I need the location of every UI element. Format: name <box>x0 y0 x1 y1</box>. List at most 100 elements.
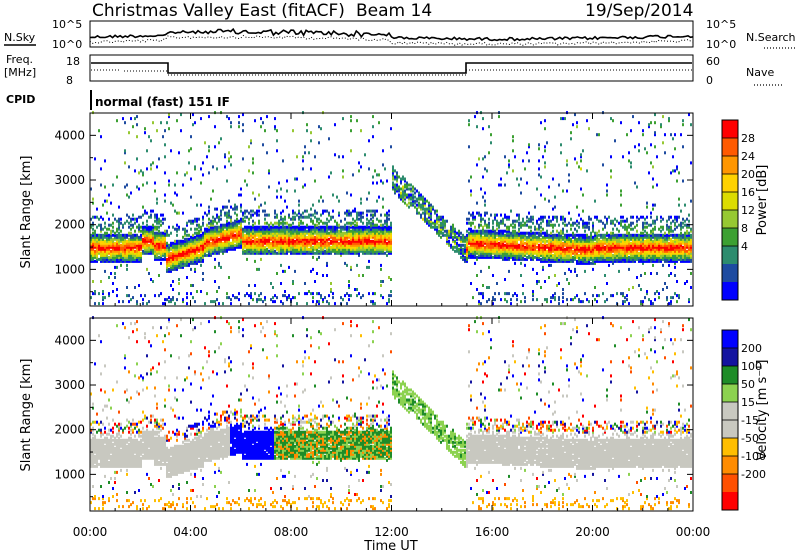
power-cell <box>576 243 578 247</box>
power-cell <box>612 235 614 239</box>
power-cell <box>234 205 236 209</box>
power-cell <box>252 227 254 231</box>
power-cell <box>258 241 260 245</box>
power-cell <box>256 243 258 247</box>
power-cell <box>322 233 324 237</box>
power-cell <box>200 229 202 233</box>
power-cell <box>606 243 608 247</box>
power-cell <box>516 257 518 261</box>
power-cell <box>252 235 254 239</box>
power-cell <box>402 187 404 191</box>
power-cell <box>256 298 258 302</box>
power-cell <box>516 235 518 239</box>
power-cell <box>424 213 426 217</box>
power-cell <box>282 241 284 245</box>
power-cell <box>474 237 476 241</box>
power-cell <box>296 237 298 241</box>
power-cell <box>506 171 508 175</box>
power-cell <box>106 239 108 243</box>
power-cell <box>200 203 202 207</box>
power-cell <box>158 243 160 247</box>
power-cell <box>176 245 178 249</box>
power-cell <box>358 292 360 296</box>
power-cell <box>560 247 562 251</box>
power-cell <box>138 227 140 231</box>
power-cell <box>226 215 228 219</box>
power-cell <box>316 245 318 249</box>
power-cell <box>532 237 534 241</box>
power-cell <box>162 241 164 245</box>
power-cell <box>580 243 582 247</box>
power-cell <box>216 247 218 251</box>
power-cell <box>214 237 216 241</box>
power-cell <box>142 205 144 209</box>
power-cell <box>514 251 516 255</box>
power-cell <box>420 203 422 207</box>
power-cell <box>214 247 216 251</box>
power-cell <box>92 223 94 227</box>
power-cell <box>130 245 132 249</box>
power-cell <box>208 237 210 241</box>
power-cell <box>92 233 94 237</box>
power-cell <box>248 245 250 249</box>
power-cell <box>366 249 368 253</box>
power-cell <box>228 157 230 161</box>
power-cell <box>312 300 314 304</box>
power-cell <box>160 251 162 255</box>
power-cell <box>496 223 498 227</box>
power-cell <box>562 288 564 291</box>
power-cell <box>288 227 290 231</box>
power-cell <box>458 235 460 239</box>
power-cell <box>338 241 340 245</box>
power-cell <box>480 269 482 273</box>
power-cell <box>528 237 530 241</box>
power-cell <box>376 173 378 177</box>
power-cell <box>494 243 496 247</box>
power-cell <box>252 245 254 249</box>
power-cell <box>602 257 604 261</box>
power-cell <box>486 249 488 253</box>
power-cell <box>570 239 572 243</box>
power-cell <box>184 233 186 237</box>
power-cell <box>124 233 126 237</box>
power-cell <box>514 255 516 259</box>
power-cell <box>378 233 380 237</box>
power-cell <box>350 233 352 237</box>
power-cell <box>616 233 618 237</box>
power-cell <box>202 217 204 221</box>
power-cell <box>610 294 612 298</box>
power-cell <box>544 233 546 237</box>
power-cell <box>254 241 256 245</box>
power-cell <box>448 231 450 235</box>
power-cell <box>492 241 494 245</box>
power-cell <box>312 235 314 239</box>
power-cell <box>172 251 174 255</box>
power-cell <box>94 233 96 237</box>
power-cell <box>562 241 564 245</box>
power-cell <box>172 257 174 261</box>
power-cell <box>284 269 286 273</box>
power-cell <box>546 249 548 253</box>
power-cell <box>484 247 486 251</box>
power-cell <box>358 213 360 217</box>
power-cell <box>468 123 470 127</box>
power-cell <box>306 292 308 296</box>
power-cell <box>310 225 312 229</box>
power-cell <box>282 221 284 225</box>
power-cell <box>312 233 314 237</box>
power-cell <box>170 245 172 249</box>
power-cell <box>218 243 220 247</box>
power-cell <box>368 249 370 253</box>
power-cell <box>522 239 524 243</box>
power-cell <box>446 233 448 237</box>
power-cell <box>310 251 312 255</box>
power-cell <box>106 231 108 235</box>
power-cell <box>334 229 336 233</box>
power-cell <box>168 245 170 249</box>
power-cell <box>374 169 376 173</box>
power-cell <box>532 298 534 302</box>
power-cell <box>388 298 390 302</box>
power-cell <box>120 233 122 237</box>
power-cell <box>612 219 614 223</box>
power-cell <box>538 231 540 235</box>
